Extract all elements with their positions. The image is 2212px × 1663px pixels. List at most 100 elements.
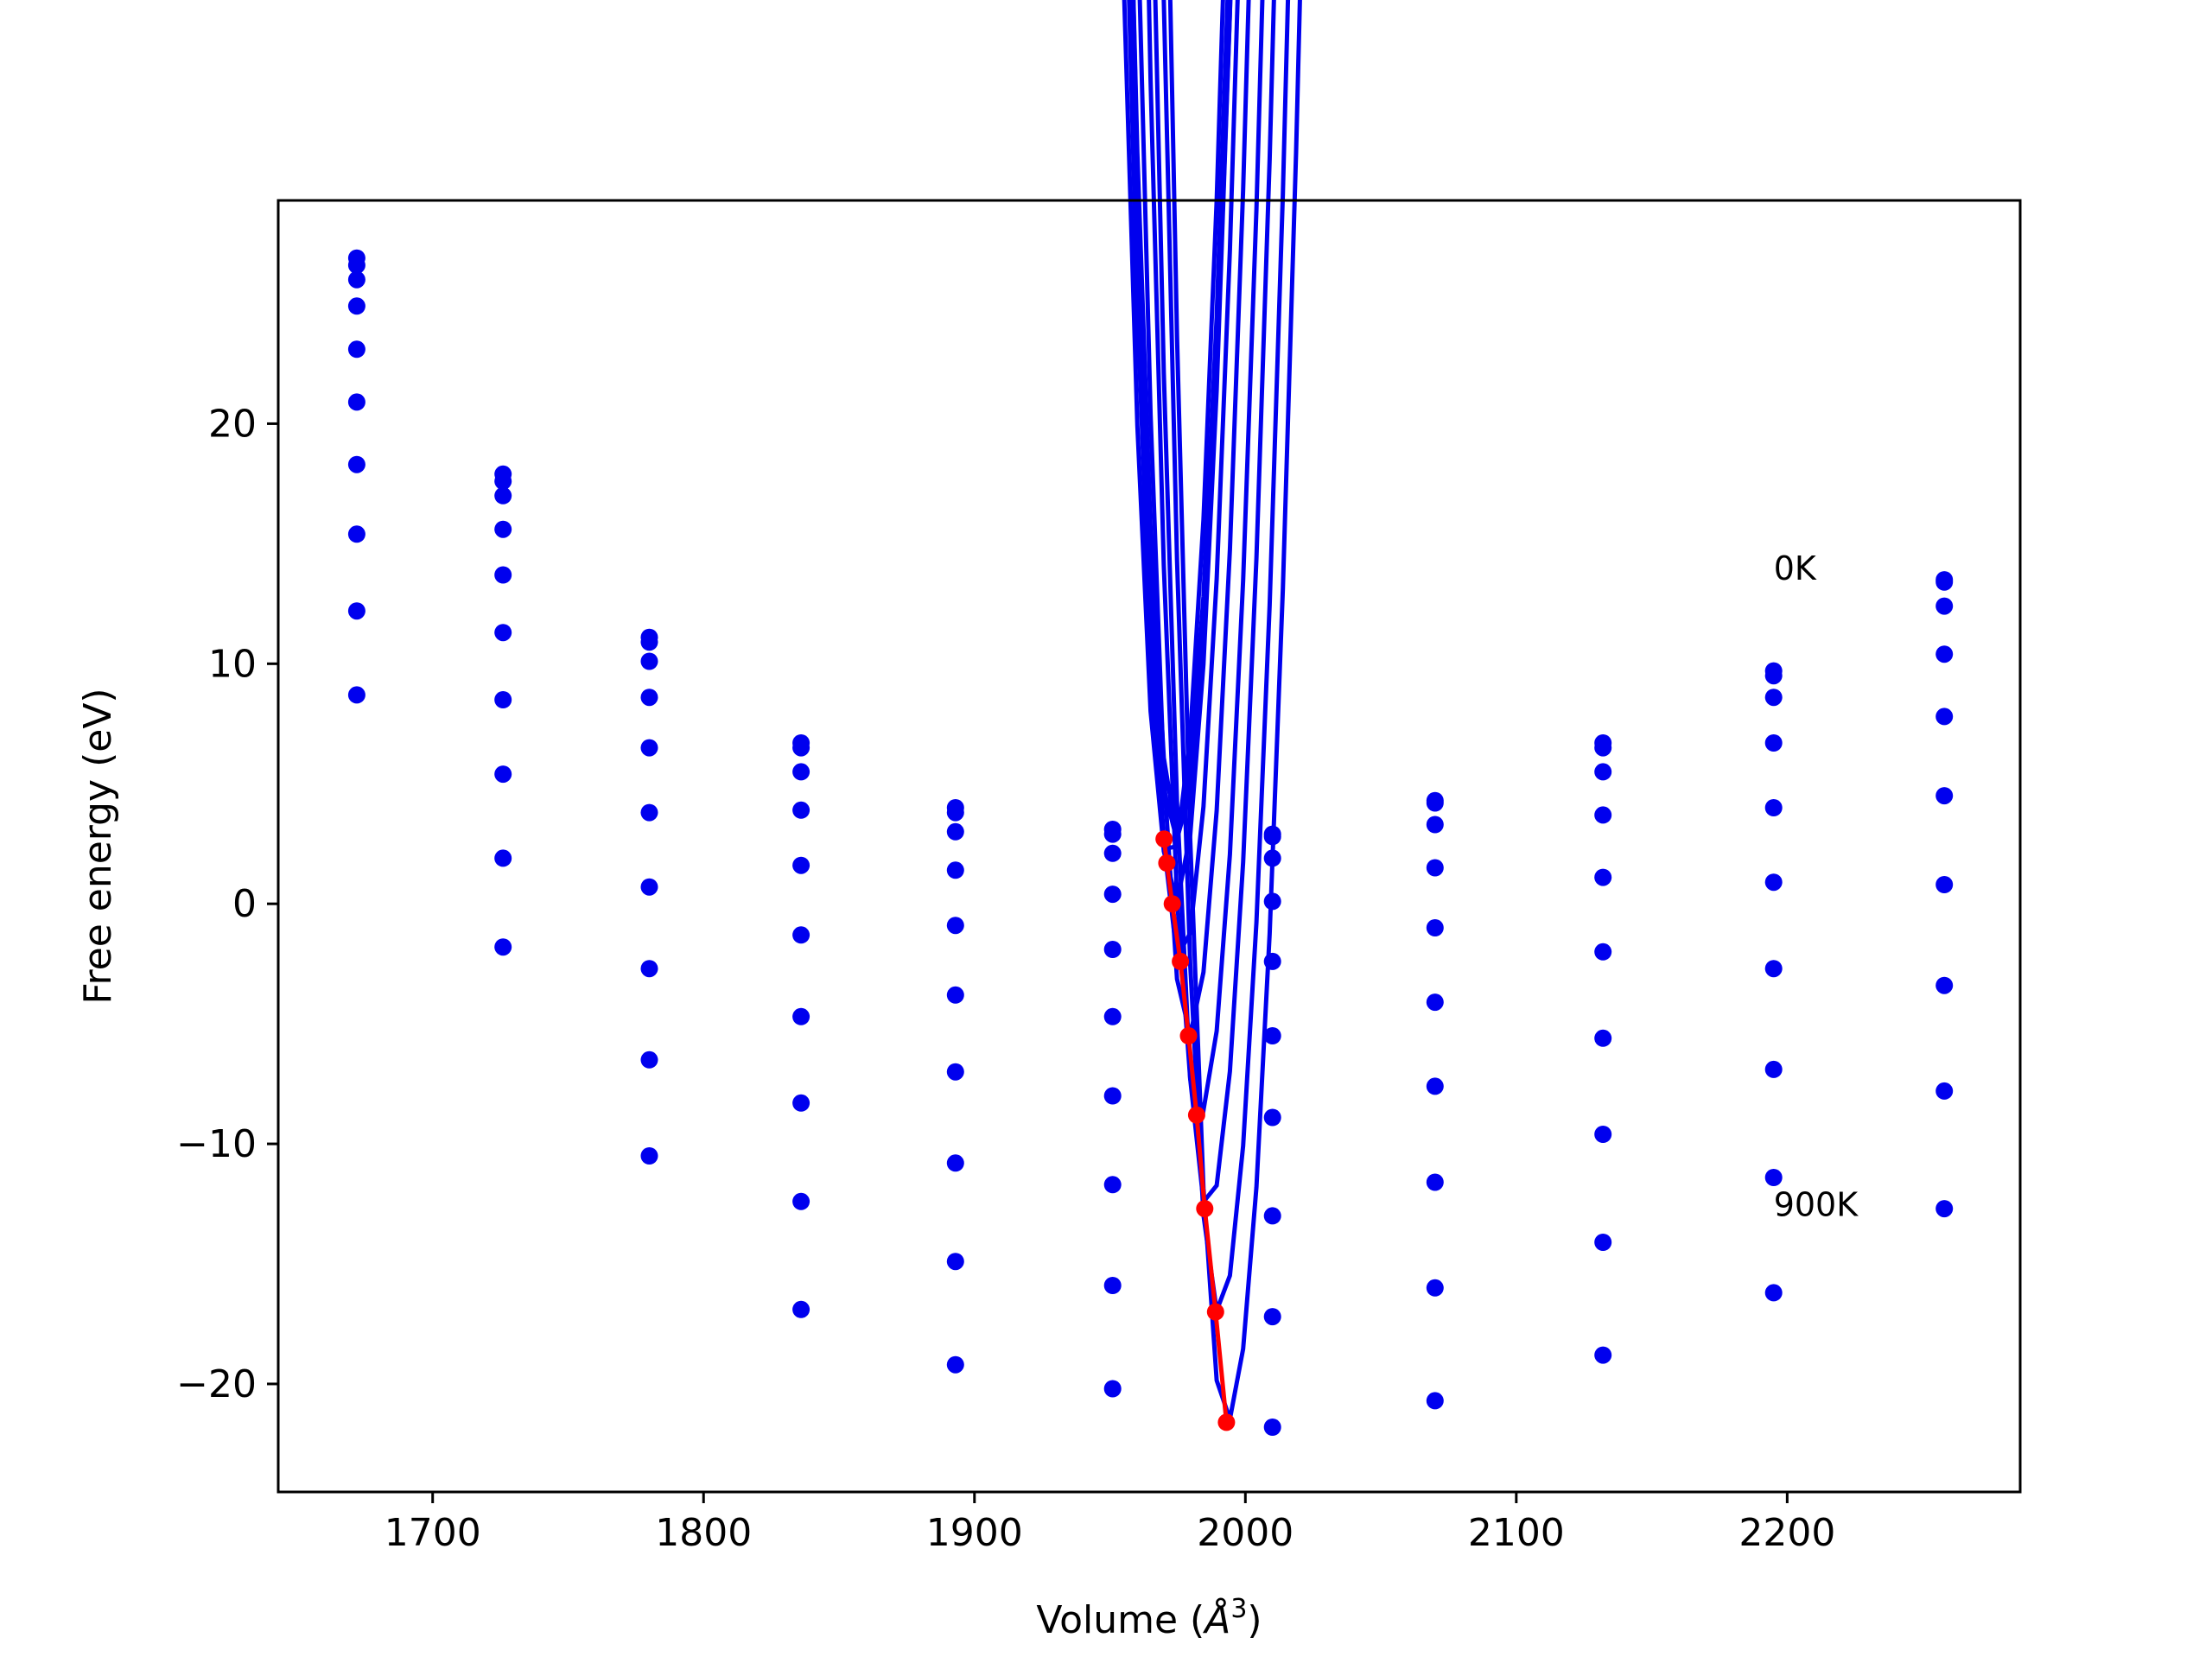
- data-point: [1594, 763, 1612, 781]
- data-point: [792, 856, 810, 874]
- data-point: [1103, 1007, 1122, 1025]
- data-point: [946, 917, 964, 935]
- fit-curve-2: [1122, 0, 1225, 852]
- fit-curve-4: [1131, 0, 1240, 964]
- data-point: [1764, 1169, 1783, 1186]
- y-tick-label: −20: [176, 1362, 257, 1406]
- data-point: [946, 803, 964, 822]
- data-point: [640, 739, 658, 757]
- y-tick-label: 10: [208, 642, 257, 686]
- data-point: [1764, 1284, 1783, 1302]
- data-point: [640, 652, 658, 670]
- data-point: [1764, 960, 1783, 978]
- annotation-label: 900K: [1774, 1186, 1859, 1224]
- data-point: [640, 1050, 658, 1069]
- data-point: [946, 1154, 964, 1172]
- data-point: [1594, 868, 1612, 886]
- data-point: [347, 455, 365, 473]
- data-point: [1103, 1176, 1122, 1194]
- data-point: [1426, 1392, 1444, 1410]
- plot-frame: [276, 199, 2022, 1494]
- data-point: [1426, 919, 1444, 936]
- x-tick-label: 1900: [926, 1511, 1023, 1555]
- data-point: [494, 691, 512, 708]
- x-axis-label: Volume (Å3): [1036, 1594, 1262, 1642]
- y-tick-label: 20: [208, 402, 257, 446]
- data-point: [792, 739, 810, 757]
- data-point: [347, 340, 365, 359]
- y-tick-label: −10: [176, 1122, 257, 1166]
- data-point: [1103, 1380, 1122, 1398]
- fit-curve-3: [1127, 0, 1233, 904]
- annotation-label: 0K: [1774, 549, 1817, 587]
- data-point: [1764, 734, 1783, 752]
- data-point: [1764, 689, 1783, 707]
- data-point: [792, 1094, 810, 1112]
- data-point: [1103, 1087, 1122, 1105]
- minimum-point: [1196, 1200, 1214, 1218]
- minimum-point: [1217, 1413, 1236, 1431]
- x-axis-ticks: 1700 1800 1900 2000 2100 2200: [385, 1492, 1835, 1555]
- data-point: [1936, 597, 1954, 615]
- data-point: [347, 257, 365, 274]
- data-point: [1263, 952, 1281, 970]
- minimum-point: [1206, 1303, 1224, 1321]
- data-point: [1263, 1207, 1281, 1225]
- data-point: [1426, 1279, 1444, 1297]
- minimum-point: [1179, 1027, 1198, 1044]
- data-point: [1426, 859, 1444, 877]
- data-point: [1594, 943, 1612, 961]
- data-point: [1263, 1027, 1281, 1044]
- fit-curve-6: [1147, 0, 1265, 1119]
- data-point: [792, 1300, 810, 1318]
- data-point: [1594, 1234, 1612, 1251]
- data-point: [946, 822, 964, 841]
- data-point: [792, 763, 810, 781]
- data-point: [1263, 828, 1281, 846]
- data-point: [792, 926, 810, 944]
- data-point: [494, 938, 512, 956]
- data-point: [347, 525, 365, 543]
- data-point: [1764, 667, 1783, 685]
- data-point: [347, 297, 365, 315]
- data-point: [1103, 885, 1122, 904]
- data-point: [792, 1007, 810, 1025]
- minimum-point: [1187, 1106, 1205, 1124]
- data-point: [1594, 806, 1612, 824]
- data-point: [792, 1192, 810, 1210]
- data-point: [640, 803, 658, 822]
- data-point: [347, 686, 365, 704]
- data-point: [1936, 645, 1954, 663]
- minimum-point: [1155, 830, 1173, 848]
- y-tick-label: 0: [232, 882, 257, 926]
- data-point: [1936, 1082, 1954, 1100]
- data-point: [946, 986, 964, 1004]
- data-point: [494, 520, 512, 538]
- fit-curves: [1122, 0, 1302, 1428]
- data-point: [1936, 1200, 1954, 1218]
- x-tick-label: 2000: [1197, 1511, 1294, 1555]
- data-point: [946, 1253, 964, 1271]
- data-point: [1936, 708, 1954, 726]
- x-tick-label: 1700: [385, 1511, 481, 1555]
- data-point: [1426, 794, 1444, 812]
- data-point: [1594, 1126, 1612, 1143]
- data-point: [946, 1355, 964, 1374]
- x-tick-label: 2200: [1738, 1511, 1835, 1555]
- data-point: [640, 689, 658, 707]
- data-point: [1263, 849, 1281, 867]
- data-point: [1426, 1173, 1444, 1191]
- data-points: [347, 249, 1954, 1436]
- data-point: [1764, 1060, 1783, 1078]
- data-point: [494, 486, 512, 505]
- data-point: [792, 801, 810, 819]
- data-point: [640, 1147, 658, 1165]
- x-tick-label: 2100: [1468, 1511, 1565, 1555]
- data-point: [1263, 1308, 1281, 1326]
- minimum-point: [1163, 895, 1181, 913]
- data-point: [1426, 816, 1444, 834]
- fit-curve-5: [1137, 0, 1251, 1036]
- data-point: [1936, 573, 1954, 591]
